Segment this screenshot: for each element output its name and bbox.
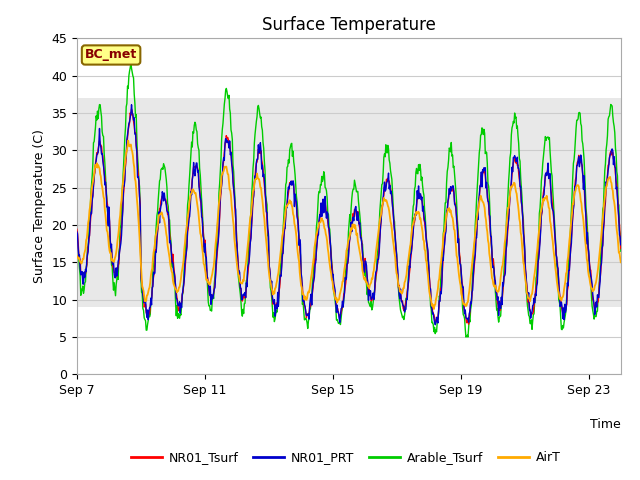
- Arable_Tsurf: [617, 248, 625, 254]
- NR01_PRT: [355, 221, 363, 227]
- Line: Arable_Tsurf: Arable_Tsurf: [77, 63, 621, 337]
- Arable_Tsurf: [147, 299, 155, 304]
- NR01_PRT: [401, 307, 409, 312]
- NR01_Tsurf: [136, 193, 143, 199]
- AirT: [401, 278, 409, 284]
- NR01_Tsurf: [128, 107, 136, 112]
- NR01_PRT: [147, 295, 155, 301]
- Line: NR01_PRT: NR01_PRT: [77, 105, 621, 325]
- AirT: [184, 215, 191, 221]
- AirT: [430, 306, 438, 312]
- Title: Surface Temperature: Surface Temperature: [262, 16, 436, 34]
- NR01_Tsurf: [355, 222, 363, 228]
- NR01_PRT: [136, 193, 143, 199]
- Arable_Tsurf: [462, 334, 470, 340]
- AirT: [124, 138, 132, 144]
- Arable_Tsurf: [136, 184, 143, 190]
- AirT: [490, 283, 498, 289]
- Arable_Tsurf: [127, 60, 134, 66]
- NR01_Tsurf: [73, 227, 81, 232]
- NR01_Tsurf: [184, 229, 191, 235]
- NR01_PRT: [128, 102, 136, 108]
- NR01_Tsurf: [617, 246, 625, 252]
- NR01_Tsurf: [147, 296, 155, 302]
- Arable_Tsurf: [73, 225, 81, 230]
- Arable_Tsurf: [184, 202, 191, 208]
- Line: NR01_Tsurf: NR01_Tsurf: [77, 109, 621, 324]
- Legend: NR01_Tsurf, NR01_PRT, Arable_Tsurf, AirT: NR01_Tsurf, NR01_PRT, Arable_Tsurf, AirT: [126, 446, 565, 469]
- NR01_PRT: [73, 229, 81, 235]
- AirT: [617, 259, 625, 265]
- Arable_Tsurf: [401, 307, 409, 312]
- Line: AirT: AirT: [77, 141, 621, 309]
- AirT: [355, 246, 363, 252]
- Arable_Tsurf: [355, 205, 363, 211]
- NR01_PRT: [617, 242, 625, 248]
- NR01_Tsurf: [401, 303, 409, 309]
- AirT: [147, 273, 155, 278]
- NR01_PRT: [431, 322, 439, 328]
- NR01_PRT: [490, 266, 498, 272]
- Text: BC_met: BC_met: [85, 48, 137, 61]
- AirT: [73, 253, 81, 259]
- AirT: [136, 235, 143, 240]
- NR01_Tsurf: [490, 267, 498, 273]
- NR01_PRT: [184, 225, 191, 231]
- NR01_Tsurf: [465, 321, 472, 327]
- Arable_Tsurf: [490, 270, 498, 276]
- Bar: [77, 98, 621, 307]
- Text: Time: Time: [590, 418, 621, 431]
- Y-axis label: Surface Temperature (C): Surface Temperature (C): [33, 130, 45, 283]
